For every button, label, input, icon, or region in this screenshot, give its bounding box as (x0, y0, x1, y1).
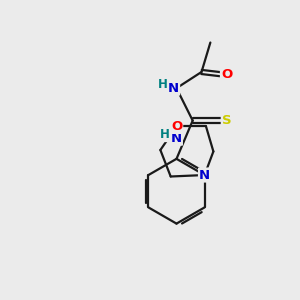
Text: O: O (221, 68, 232, 81)
Text: S: S (222, 114, 231, 127)
Text: N: N (199, 169, 210, 182)
Text: N: N (171, 132, 182, 145)
Text: O: O (171, 120, 182, 133)
Text: H: H (160, 128, 170, 141)
Text: N: N (168, 82, 179, 95)
Text: H: H (158, 78, 167, 91)
